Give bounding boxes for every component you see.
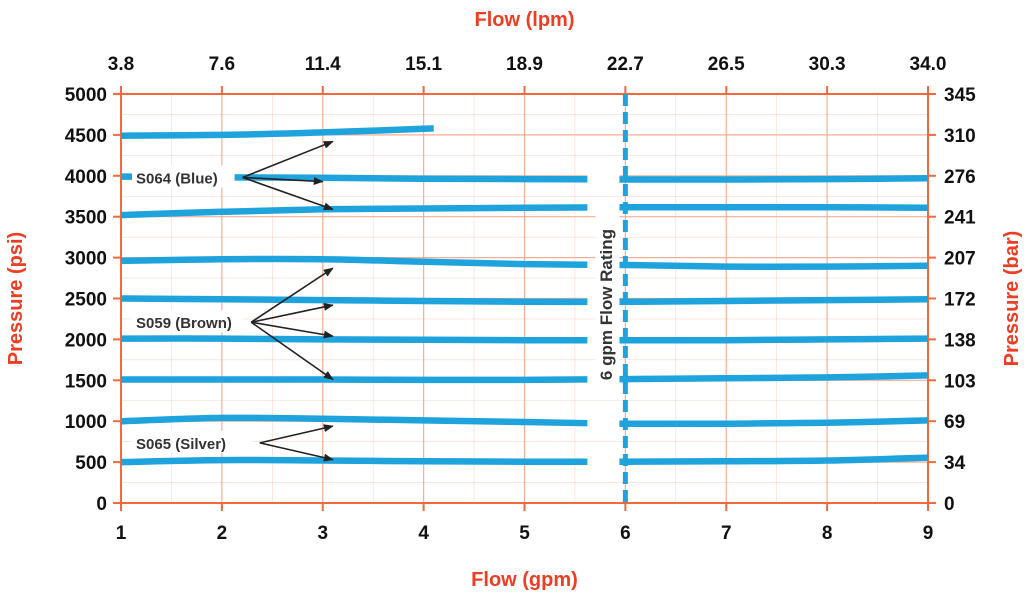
right-y-tick-label: 69 (944, 412, 965, 433)
annotation-arrow (251, 302, 334, 324)
annotation-arrow (242, 176, 324, 186)
top-x-tick-label: 30.3 (809, 54, 846, 75)
y-tick-label: 4500 (65, 126, 107, 147)
x-tick-label: 7 (721, 523, 732, 544)
x-tick-label: 5 (519, 523, 530, 544)
top-x-axis-title: Flow (lpm) (475, 9, 575, 31)
top-x-tick-label: 11.4 (305, 54, 341, 75)
right-y-tick-label: 310 (944, 126, 976, 147)
right-y-tick-label: 138 (944, 330, 976, 351)
x-tick-label: 8 (822, 523, 833, 544)
top-x-tick-label: 18.9 (506, 54, 543, 75)
right-y-tick-label: 0 (944, 494, 955, 515)
y-tick-label: 500 (75, 453, 107, 474)
annotation-arrow (250, 321, 334, 381)
top-x-tick-label: 3.8 (108, 54, 134, 75)
y-tick-label: 2000 (65, 330, 107, 351)
x-tick-label: 9 (923, 523, 934, 544)
x-tick-label: 3 (317, 523, 328, 544)
right-y-tick-label: 345 (944, 85, 976, 106)
y-axis-title: Pressure (psi) (5, 232, 27, 365)
annotation-label: S065 (Silver) (136, 436, 226, 453)
series-gap (587, 455, 620, 468)
right-y-axis-title: Pressure (bar) (1001, 231, 1023, 367)
series-line (120, 295, 929, 306)
annotation-layer: S064 (Blue) S059 (Brown) S065 (Silver) (132, 140, 334, 462)
series-line (120, 173, 929, 183)
series-layer (120, 125, 929, 468)
right-y-tick-label: 34 (944, 453, 966, 474)
y-tick-label: 1000 (65, 412, 107, 433)
annotation-label: S059 (Brown) (136, 315, 232, 332)
annotation-arrow (250, 267, 334, 323)
top-x-tick-label: 7.6 (209, 54, 235, 75)
right-y-tick-label: 241 (944, 208, 976, 229)
series-line (120, 204, 929, 219)
y-tick-label: 4000 (65, 167, 107, 188)
annotation-label-background (132, 430, 252, 453)
y-tick-label: 3000 (65, 249, 107, 270)
annotation-arrow (259, 442, 334, 462)
annotation-arrow (242, 140, 334, 179)
x-axis-title: Flow (gpm) (471, 569, 578, 591)
right-y-tick-label: 103 (944, 371, 976, 392)
flow-rating-layer: 6 gpm Flow Rating (595, 94, 628, 503)
series-line (120, 335, 929, 344)
series-line (120, 454, 929, 466)
annotation-arrow (242, 176, 334, 211)
series-line (120, 125, 434, 139)
series-line (120, 255, 929, 271)
annotation-label-background (132, 310, 244, 333)
annotation-arrow (259, 424, 334, 444)
y-tick-label: 3500 (65, 208, 107, 229)
annotation-label: S064 (Blue) (136, 170, 218, 187)
top-x-tick-label: 26.5 (708, 54, 745, 75)
x-tick-label: 1 (116, 523, 127, 544)
series-line (120, 414, 929, 428)
right-y-tick-label: 207 (944, 249, 976, 270)
tick-label-layer: 1 2 3 4 5 6 7 8 93.8 7.6 11.4 15.1 18.9 22.7 26.5 30.3 3… (65, 54, 976, 544)
x-tick-label: 2 (217, 523, 228, 544)
y-tick-label: 0 (96, 494, 107, 515)
flow-rating-label: 6 gpm Flow Rating (597, 229, 616, 380)
series-gap (587, 417, 620, 430)
annotation-label-background (132, 165, 235, 188)
right-y-tick-label: 172 (944, 290, 976, 311)
y-tick-label: 2500 (65, 290, 107, 311)
series-gap (587, 173, 620, 186)
x-tick-label: 6 (620, 523, 631, 544)
flow-rating-label-background (595, 199, 620, 400)
top-x-tick-label: 22.7 (607, 54, 644, 75)
top-x-tick-label: 15.1 (405, 54, 442, 75)
annotation-arrow (251, 321, 334, 339)
right-y-tick-label: 276 (944, 167, 976, 188)
x-tick-label: 4 (418, 523, 429, 544)
y-tick-label: 1500 (65, 371, 107, 392)
series-line (121, 372, 929, 384)
y-tick-label: 5000 (65, 85, 107, 106)
top-x-tick-label: 34.0 (910, 54, 947, 75)
